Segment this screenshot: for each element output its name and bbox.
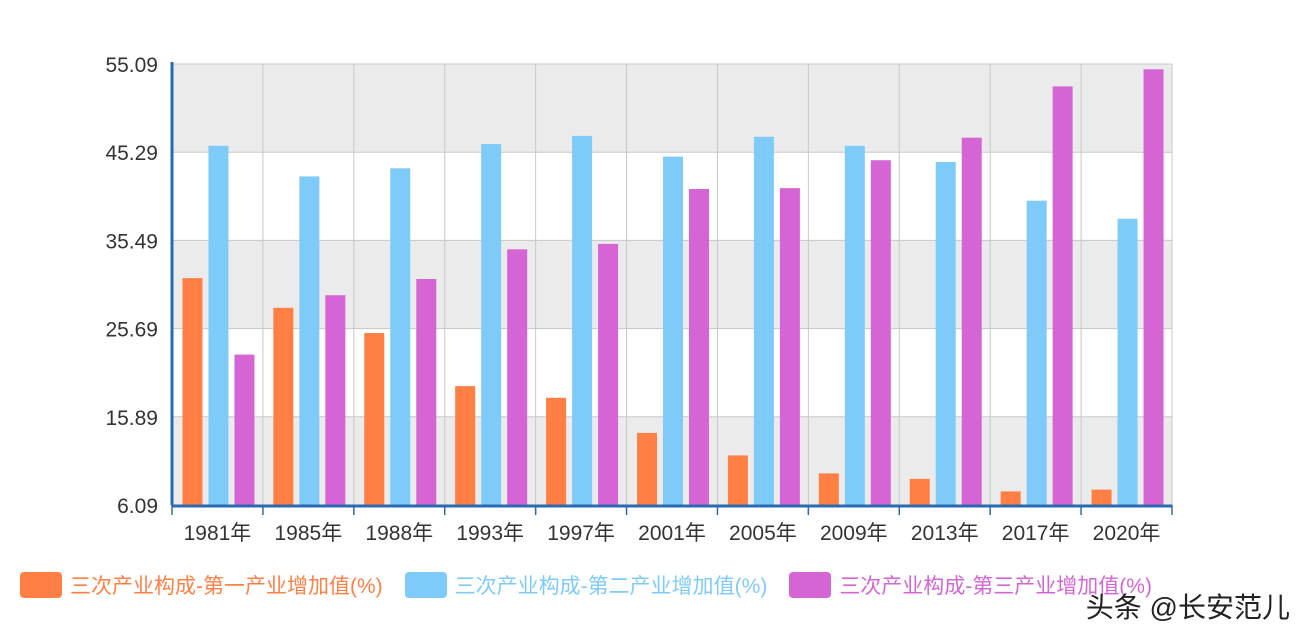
bar-2-1993年 — [481, 144, 502, 505]
bar-1-2017年 — [1000, 491, 1021, 505]
y-tick-label: 15.89 — [105, 407, 158, 430]
legend-swatch — [789, 572, 832, 598]
legend-label: 三次产业构成-第二产业增加值(%) — [454, 575, 768, 598]
bar-1-2013年 — [909, 478, 930, 505]
bar-3-2013年 — [961, 137, 982, 505]
legend-label: 三次产业构成-第一产业增加值(%) — [70, 575, 383, 598]
legend-swatch — [20, 572, 62, 598]
bar-3-2017年 — [1052, 86, 1073, 505]
y-tick-label: 25.69 — [105, 319, 158, 342]
x-tick-label: 2009年 — [820, 522, 888, 545]
legend-item-tertiary[interactable]: 三次产业构成-第三产业增加值(%) — [789, 570, 1152, 600]
bar-2-1988年 — [390, 168, 411, 505]
bar-2-1981年 — [208, 145, 229, 505]
x-tick-label: 2005年 — [729, 522, 797, 545]
bar-3-2009年 — [870, 160, 891, 505]
legend: 三次产业构成-第一产业增加值(%) 三次产业构成-第二产业增加值(%) 三次产业… — [20, 570, 1174, 600]
bar-1-2001年 — [637, 432, 657, 505]
bar-2-2005年 — [753, 136, 774, 505]
bar-3-1981年 — [234, 354, 255, 505]
bar-3-2005年 — [779, 188, 800, 506]
bar-3-1997年 — [598, 243, 619, 505]
bar-3-1993年 — [507, 249, 528, 505]
bar-2-1997年 — [572, 135, 593, 505]
bar-2-2009年 — [844, 145, 865, 505]
bar-1-1985年 — [273, 307, 294, 505]
watermark: 头条 @长安范儿 — [1085, 592, 1290, 623]
bar-3-2001年 — [689, 189, 709, 505]
y-tick-label: 45.29 — [105, 142, 158, 165]
x-tick-label: 2013年 — [911, 522, 979, 545]
bar-1-2005年 — [727, 455, 748, 505]
bar-2-1985年 — [299, 176, 320, 505]
bar-chart: 6.09 15.89 25.69 35.49 45.29 55.09 1981年 1985年 1… — [105, 54, 1173, 545]
x-tick-label: 2017年 — [1002, 522, 1070, 545]
legend-label: 三次产业构成-第三产业增加值(%) — [839, 575, 1152, 598]
bar-2-2020年 — [1117, 218, 1138, 505]
legend-swatch — [404, 572, 447, 598]
x-tick-label: 2020年 — [1093, 522, 1161, 545]
bar-2-2001年 — [663, 156, 683, 506]
bar-2-2013年 — [935, 162, 956, 505]
bar-1-2009年 — [818, 473, 839, 505]
y-tick-label: 6.09 — [117, 495, 158, 518]
x-tick-label: 1993年 — [456, 522, 524, 545]
x-tick-label: 1988年 — [365, 522, 433, 545]
bar-3-1985年 — [325, 295, 346, 505]
bar-1-1981年 — [182, 278, 203, 505]
grid-band — [172, 64, 1172, 153]
x-tick-label: 2001年 — [638, 522, 706, 545]
y-tick-label: 35.49 — [105, 230, 158, 253]
legend-item-secondary[interactable]: 三次产业构成-第二产业增加值(%) — [404, 570, 768, 600]
x-tick-label: 1985年 — [275, 522, 343, 545]
bar-3-2020年 — [1143, 69, 1164, 505]
x-tick-label: 1997年 — [547, 522, 615, 545]
bar-1-2020年 — [1091, 489, 1112, 505]
bar-3-1988年 — [416, 279, 437, 505]
y-tick-label: 55.09 — [105, 54, 158, 77]
bar-1-1997年 — [546, 397, 567, 505]
legend-item-primary[interactable]: 三次产业构成-第一产业增加值(%) — [20, 570, 383, 600]
bar-2-2017年 — [1026, 200, 1047, 505]
bar-1-1988年 — [364, 333, 385, 505]
bar-1-1993年 — [455, 386, 476, 505]
x-tick-label: 1981年 — [184, 522, 252, 545]
